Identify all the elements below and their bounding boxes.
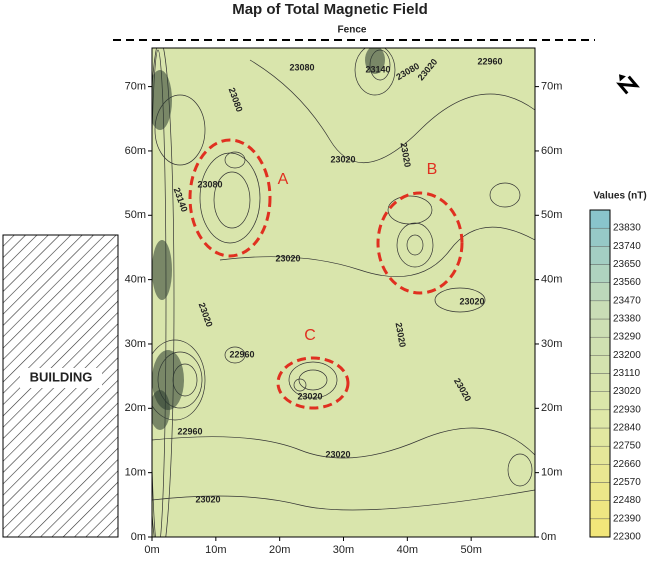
colorbar-band (589, 464, 611, 483)
contour-label: 23020 (330, 154, 355, 164)
colorbar-title: Values (nT) (593, 191, 646, 202)
colorbar-tick-label: 23290 (613, 332, 641, 343)
anomaly-labels: A B C (278, 161, 438, 344)
y2-tick-label: 0m (541, 531, 556, 543)
building-label-bg (20, 368, 102, 388)
colorbar-band (589, 318, 611, 338)
contour-label: 22960 (229, 349, 254, 359)
colorbar-band (589, 409, 611, 429)
x-tick-label: 20m (269, 544, 290, 556)
contours (152, 48, 535, 537)
y-tick-label: 70m (125, 81, 146, 93)
x-tick-label: 10m (205, 544, 226, 556)
colorbar-band (589, 427, 611, 447)
y2-tick-label: 40m (541, 274, 562, 286)
colorbar-band (589, 482, 611, 501)
x-tick-label: 40m (397, 544, 418, 556)
dense-contours (365, 48, 385, 74)
y-tick-label: 10m (125, 467, 146, 479)
contour-label: 23020 (394, 322, 408, 348)
anomaly-label: B (427, 161, 438, 178)
y2-tick-label: 70m (541, 81, 562, 93)
colorbar-tick-label: 22390 (613, 513, 641, 524)
colorbar-tick-label: 23470 (613, 295, 641, 306)
contour-label: 23020 (459, 296, 484, 306)
colorbar-tick-label: 22570 (613, 477, 641, 488)
colorbar-tick-label: 22930 (613, 404, 641, 415)
colorbar-band (589, 355, 611, 374)
dense-contours (152, 70, 172, 130)
colorbar-tick-label: 22840 (613, 423, 641, 434)
colorbar-tick-label: 23560 (613, 277, 641, 288)
colorbar-tick-label: 23740 (613, 241, 641, 252)
north-arrow (616, 74, 640, 95)
colorbar-band (589, 336, 611, 356)
y-tick-label: 40m (125, 274, 146, 286)
x-tick-label: 30m (333, 544, 354, 556)
colorbar-tick-label: 22660 (613, 459, 641, 470)
chart-title: Map of Total Magnetic Field (232, 1, 428, 18)
y2-tick-label: 60m (541, 145, 562, 157)
contour-label: 23020 (275, 253, 300, 263)
colorbar-band (589, 209, 611, 229)
dense-contours (152, 390, 170, 430)
x-tick-label: 50m (460, 544, 481, 556)
colorbar-tick-label: 23830 (613, 223, 641, 234)
y2-tick-label: 10m (541, 467, 562, 479)
y-tick-label: 30m (125, 338, 146, 350)
colorbar-band (589, 227, 611, 247)
contour-label: 23020 (399, 142, 413, 168)
anomaly-label: C (304, 327, 316, 344)
fence-label: Fence (338, 25, 367, 36)
contour-label: 23020 (297, 391, 322, 401)
colorbar-band (589, 373, 611, 392)
y2-tick-label: 20m (541, 402, 562, 414)
colorbar-tick-label: 23020 (613, 386, 641, 397)
colorbar-tick-label: 22480 (613, 495, 641, 506)
colorbar-frame (589, 209, 611, 538)
anomaly-outlines (188, 138, 464, 410)
colorbar-tick-label: 22300 (613, 532, 641, 543)
dense-contours (152, 240, 172, 300)
contour-label: 22960 (177, 426, 202, 436)
colorbar-tick-label: 23650 (613, 259, 641, 270)
building-label: BUILDING (30, 369, 93, 384)
contour-map (152, 48, 535, 537)
y-tick-label: 60m (125, 145, 146, 157)
colorbar-tick-label: 23200 (613, 350, 641, 361)
y2-tick-label: 50m (541, 209, 562, 221)
colorbar-tick-label: 23110 (613, 368, 641, 379)
contour-label: 23020 (195, 494, 220, 504)
colorbar-band (589, 500, 611, 520)
colorbar-band (589, 264, 611, 283)
colorbar-tick-label: 23380 (613, 314, 641, 325)
contour-label: 23080 (197, 179, 222, 189)
field-background (152, 48, 535, 537)
contour-label: 23080 (289, 62, 314, 72)
contour-label: 23020 (325, 449, 350, 459)
x-tick-label: 0m (144, 544, 159, 556)
colorbar-tick-label: 22750 (613, 441, 641, 452)
anomaly-label: A (278, 171, 289, 188)
colorbar-band (589, 445, 611, 465)
y-tick-label: 0m (131, 531, 146, 543)
contour-label: 23140 (365, 64, 390, 74)
colorbar-band (589, 518, 611, 538)
colorbar-band (589, 391, 611, 411)
y-tick-label: 50m (125, 209, 146, 221)
colorbar-band (589, 300, 611, 320)
y2-tick-label: 30m (541, 338, 562, 350)
colorbar-band (589, 282, 611, 302)
contour-label: 22960 (477, 56, 502, 66)
colorbar-band (589, 246, 611, 265)
y-tick-label: 20m (125, 402, 146, 414)
